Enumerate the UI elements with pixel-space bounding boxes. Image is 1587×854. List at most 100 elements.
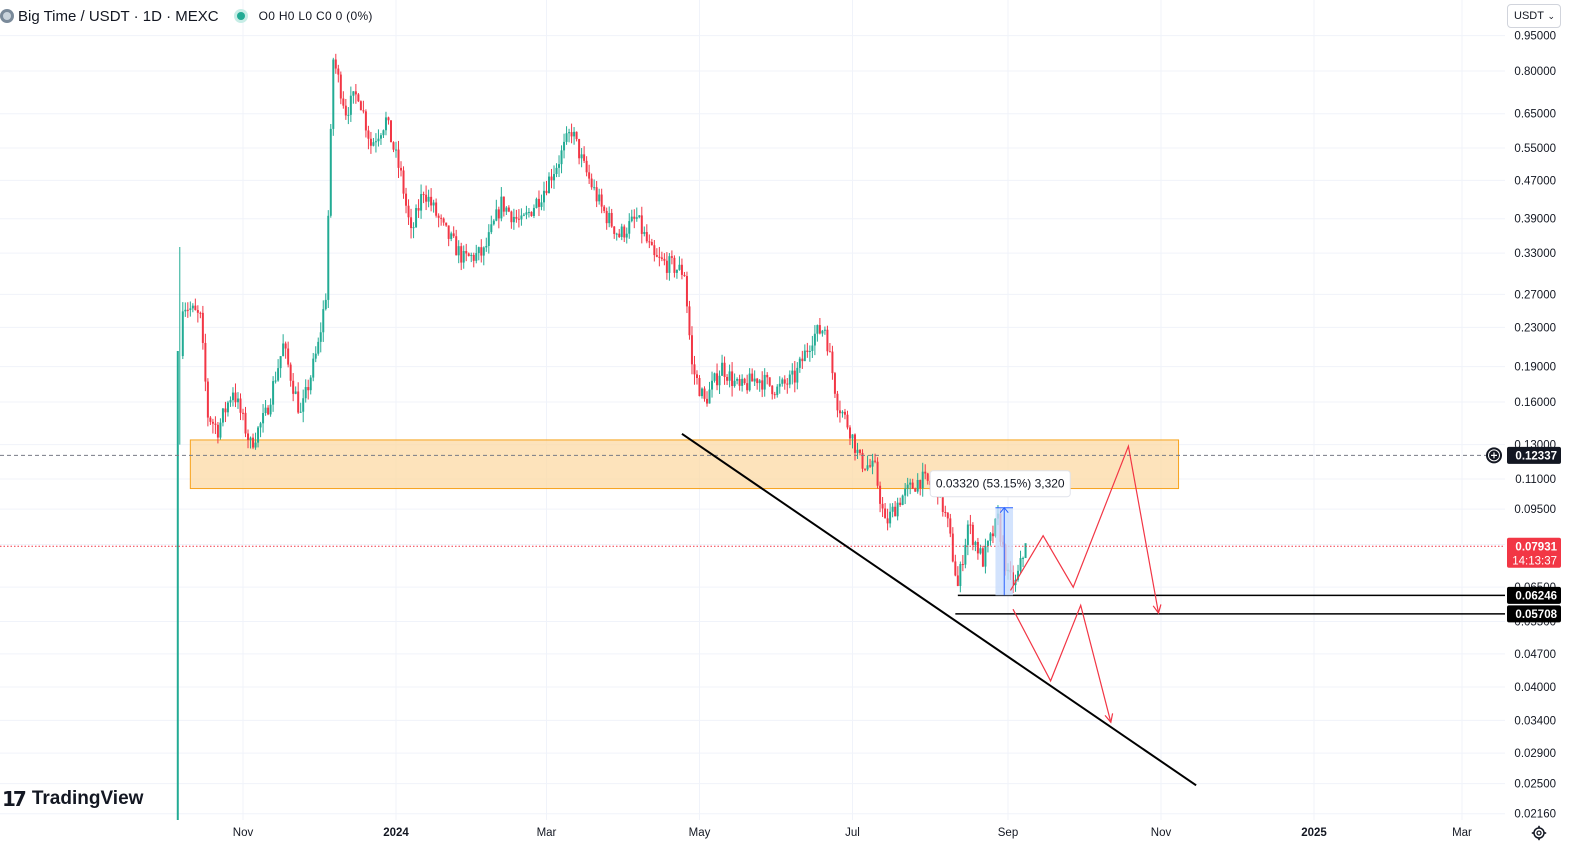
candle-body [766,374,769,378]
candle-body [605,210,608,224]
candle-body [690,335,693,365]
candle-body [869,465,872,467]
candle-body [242,412,244,414]
candle-body [377,138,380,142]
candle-body [685,276,688,307]
candle-body [658,256,661,258]
gear-icon[interactable] [1530,824,1548,842]
candle-body [590,178,593,188]
candle-body [417,208,420,211]
tradingview-logo[interactable]: 17 TradingView [2,786,143,812]
candle-body [502,196,505,212]
price-labels: 0.12337 0.07931 14:13:37 0.06246 0.05708 [1486,446,1561,623]
price-tick-label: 0.16000 [1514,397,1556,409]
candle-body [904,488,907,496]
symbol-title[interactable]: Big Time / USDT · 1D · MEXC [18,7,219,25]
candle-body [402,170,405,194]
candle-body [420,194,423,211]
candle-body [630,216,633,222]
candle-body [252,437,255,448]
candle-body [324,299,327,310]
candle-body [415,208,418,228]
candle-body [400,167,403,171]
candle-body [515,216,518,219]
candle-body [984,546,987,567]
candle-body [495,209,498,221]
candle-body [851,434,854,439]
candle-body [738,379,741,386]
candle-body [864,468,867,470]
candle-body [247,433,250,440]
price-axis[interactable]: 0.95000 0.80000 0.65000 0.55000 0.47000 0.390… [1505,0,1587,821]
candle-body [277,368,280,381]
candle-body [595,187,598,202]
candle-body [783,379,786,384]
candle-body [751,373,754,382]
candle-body [946,512,949,519]
market-status-icon[interactable] [236,12,245,20]
projection-path-down [1012,603,1112,723]
candle-body [425,194,428,202]
time-axis[interactable]: Nov 2024 Mar May Jul Sep Nov 2025 Mar [0,820,1587,854]
candle-body [906,484,909,489]
candle-body [603,206,606,211]
candle-body [379,135,382,139]
candle-body [570,132,573,137]
candle-body [505,207,508,212]
candle-body [806,350,809,353]
candle-body [798,358,801,368]
candle-body [610,212,613,227]
candle-body [753,378,756,382]
candle-body [758,380,761,384]
candle-body [736,379,739,381]
candle-body [226,402,229,413]
candle-body [924,471,927,474]
candle-body [969,524,972,526]
currency-selector-button[interactable]: USDT ⌄ [1507,4,1561,28]
candle-body [981,548,984,567]
measure-arrow-head [999,506,1009,514]
candle-body [573,131,576,137]
candle-body [189,308,192,310]
measure-label-text: 0.03320 (53.15%) 3,320 [936,477,1065,491]
candle-body [640,215,643,234]
price-label-support-1-bg [1507,586,1561,604]
candle-body [284,343,287,349]
candle-body [635,217,638,219]
drawings[interactable]: 0.03320 (53.15%) 3,320 [0,433,1505,787]
candle-body [665,260,668,273]
candle-body [279,356,282,369]
candle-body [776,386,779,396]
time-tick-label: Nov [1151,827,1172,839]
candle-body [786,383,789,385]
candle-body [550,176,553,181]
candle-body [670,256,673,258]
candle-body [191,305,194,309]
candle-body [966,524,969,545]
candle-body [294,391,297,394]
candle-body [272,381,275,405]
candle-body [580,154,583,159]
candle-body [728,371,731,381]
candle-body [748,373,751,391]
candle-body [249,437,252,440]
candle-body [199,312,202,314]
candle-body [675,269,678,273]
candle-body [442,218,445,223]
candle-body [811,345,814,351]
candle-body [974,541,977,546]
candle-body [532,207,535,217]
symbol-logo-icon[interactable] [0,9,14,23]
candle-body [921,471,924,489]
candle-body [625,233,628,238]
candle-body [477,247,480,254]
candle-body [184,309,187,312]
candle-body [713,373,716,381]
candle-body [405,193,408,206]
candle-body [440,217,443,219]
candle-body [229,400,232,403]
candle-body [507,207,510,212]
candle-body [655,255,658,257]
candle-body [186,309,189,311]
